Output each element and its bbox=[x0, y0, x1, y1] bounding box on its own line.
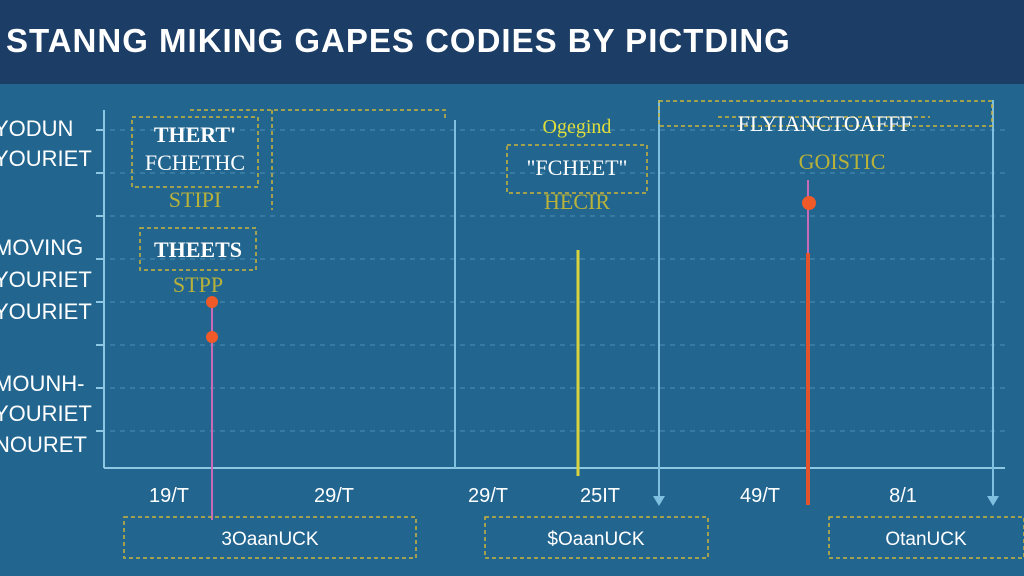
x-label: 25IT bbox=[580, 485, 620, 507]
bottom-box-label: 3OaanUCK bbox=[221, 529, 318, 550]
event-marker bbox=[802, 196, 816, 210]
annotation-frame bbox=[658, 100, 993, 127]
y-ticks bbox=[96, 129, 104, 432]
y-label: YOURIET bbox=[0, 267, 92, 292]
bottom-box-frame bbox=[123, 516, 417, 559]
y-label: YODUN bbox=[0, 116, 73, 141]
down-arrow-icon bbox=[653, 496, 665, 506]
chart-title: STANNG MIKING GAPES CODIES BY PICTDING bbox=[6, 22, 791, 59]
bottom-box-label: $OaanUCK bbox=[547, 529, 644, 550]
y-label: YOURIET bbox=[0, 401, 92, 426]
annotation-2-line-1: THEETS bbox=[154, 237, 242, 262]
down-arrow-icon bbox=[987, 496, 999, 506]
annotation-1-line-1: THERT' bbox=[154, 122, 236, 147]
annotation-3-line-3: HECIR bbox=[544, 189, 610, 214]
annotation-frame bbox=[131, 116, 259, 188]
bottom-boxes bbox=[123, 516, 1024, 559]
event-marker bbox=[206, 331, 218, 343]
title-bar: STANNG MIKING GAPES CODIES BY PICTDING bbox=[0, 0, 1024, 84]
annotation-1-line-3: STIPI bbox=[169, 187, 222, 212]
bottom-box-label: OtanUCK bbox=[885, 529, 967, 550]
event-marker bbox=[206, 296, 218, 308]
x-label: 29/T bbox=[314, 485, 354, 507]
annotation-frame bbox=[190, 109, 446, 120]
annotation-frame bbox=[139, 227, 257, 271]
annotation-2-line-2: STPP bbox=[173, 272, 223, 297]
annotation-4-line-1: FLYIANCTOAFFF bbox=[738, 111, 913, 136]
y-label: MOUNH- bbox=[0, 371, 84, 396]
gridlines bbox=[100, 129, 1005, 432]
y-label: YOURIET bbox=[0, 146, 92, 171]
annotation-3-line-2: "FCHEET" bbox=[526, 155, 627, 180]
annotation-1-line-2: FCHETHC bbox=[145, 150, 245, 175]
annotation-3-line-1: Ogegind bbox=[543, 116, 612, 138]
section-dividers bbox=[454, 100, 994, 500]
x-label: 19/T bbox=[149, 485, 189, 507]
x-label: 8/1 bbox=[889, 485, 917, 507]
y-label: NOURET bbox=[0, 432, 87, 457]
annotation-frames bbox=[131, 100, 993, 271]
annotation-frame bbox=[506, 144, 648, 194]
y-label: MOVING bbox=[0, 235, 83, 260]
bottom-box-frame bbox=[828, 516, 1024, 559]
x-label: 49/T bbox=[740, 485, 780, 507]
y-label: YOURIET bbox=[0, 299, 92, 324]
annotation-4-line-2: GOISTIC bbox=[799, 149, 886, 174]
bottom-box-frame bbox=[484, 516, 709, 559]
divider-arrows bbox=[653, 496, 999, 506]
x-label: 29/T bbox=[468, 485, 508, 507]
